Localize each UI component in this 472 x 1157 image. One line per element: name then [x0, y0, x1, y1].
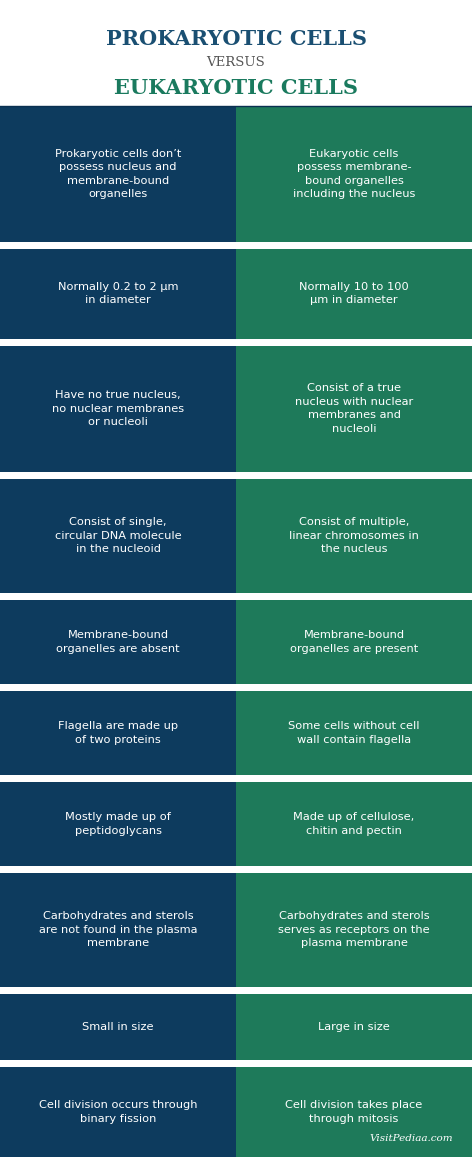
- Bar: [0, 872, 236, 987]
- Text: Normally 0.2 to 2 μm
in diameter: Normally 0.2 to 2 μm in diameter: [58, 282, 178, 305]
- Bar: [0, 599, 236, 684]
- Bar: [0, 346, 236, 472]
- Text: Cell division takes place
through mitosis: Cell division takes place through mitosi…: [286, 1100, 422, 1123]
- Text: Consist of a true
nucleus with nuclear
membranes and
nucleoli: Consist of a true nucleus with nuclear m…: [295, 383, 413, 434]
- Bar: [236, 479, 472, 592]
- Text: Large in size: Large in size: [318, 1022, 390, 1032]
- Bar: [0, 994, 236, 1060]
- Bar: [0, 1067, 236, 1157]
- Bar: [0, 691, 236, 775]
- Text: VERSUS: VERSUS: [207, 56, 265, 68]
- Text: VisitPediaa.com: VisitPediaa.com: [370, 1134, 453, 1143]
- Text: Mostly made up of
peptidoglycans: Mostly made up of peptidoglycans: [65, 812, 171, 835]
- Text: Carbohydrates and sterols
are not found in the plasma
membrane: Carbohydrates and sterols are not found …: [39, 912, 197, 949]
- Bar: [236, 872, 472, 987]
- Text: Carbohydrates and sterols
serves as receptors on the
plasma membrane: Carbohydrates and sterols serves as rece…: [278, 912, 430, 949]
- Bar: [236, 346, 472, 472]
- Text: Eukaryotic cells
possess membrane-
bound organelles
including the nucleus: Eukaryotic cells possess membrane- bound…: [293, 148, 415, 199]
- Bar: [236, 249, 472, 339]
- Text: Have no true nucleus,
no nuclear membranes
or nucleoli: Have no true nucleus, no nuclear membran…: [52, 390, 184, 427]
- Text: Normally 10 to 100
μm in diameter: Normally 10 to 100 μm in diameter: [299, 282, 409, 305]
- Bar: [236, 994, 472, 1060]
- Text: Membrane-bound
organelles are absent: Membrane-bound organelles are absent: [56, 629, 180, 654]
- Bar: [236, 1067, 472, 1157]
- Bar: [236, 691, 472, 775]
- Text: Prokaryotic cells don’t
possess nucleus and
membrane-bound
organelles: Prokaryotic cells don’t possess nucleus …: [55, 148, 181, 199]
- Text: Small in size: Small in size: [82, 1022, 154, 1032]
- Bar: [236, 782, 472, 865]
- Bar: [0, 479, 236, 592]
- Bar: [236, 599, 472, 684]
- Text: PROKARYOTIC CELLS: PROKARYOTIC CELLS: [106, 29, 366, 49]
- Text: Membrane-bound
organelles are present: Membrane-bound organelles are present: [290, 629, 418, 654]
- Text: Some cells without cell
wall contain flagella: Some cells without cell wall contain fla…: [288, 721, 420, 745]
- Text: Consist of single,
circular DNA molecule
in the nucleoid: Consist of single, circular DNA molecule…: [55, 517, 181, 554]
- Bar: [0, 106, 236, 242]
- Text: Flagella are made up
of two proteins: Flagella are made up of two proteins: [58, 721, 178, 745]
- Text: Cell division occurs through
binary fission: Cell division occurs through binary fiss…: [39, 1100, 197, 1123]
- Text: EUKARYOTIC CELLS: EUKARYOTIC CELLS: [114, 78, 358, 97]
- Text: Made up of cellulose,
chitin and pectin: Made up of cellulose, chitin and pectin: [294, 812, 414, 835]
- Text: Consist of multiple,
linear chromosomes in
the nucleus: Consist of multiple, linear chromosomes …: [289, 517, 419, 554]
- Bar: [236, 106, 472, 242]
- Bar: [0, 249, 236, 339]
- Bar: [0, 782, 236, 865]
